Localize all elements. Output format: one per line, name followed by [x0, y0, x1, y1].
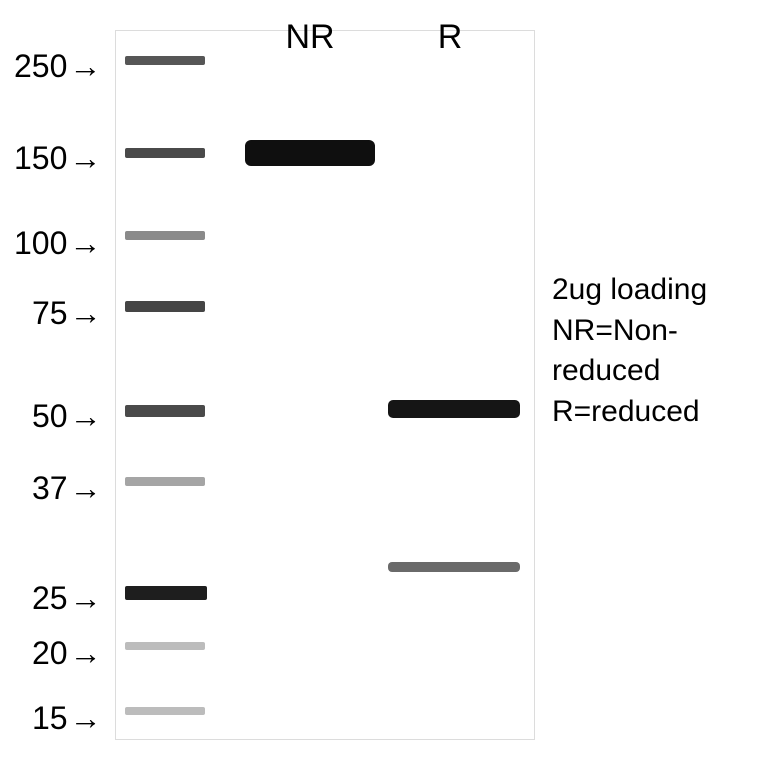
mw-value: 75 — [32, 295, 68, 332]
gel-figure: NR R 250 → 150 → 100 → 75 → 50 → 37 → 25… — [0, 0, 764, 764]
mw-label-75: 75 → — [32, 295, 102, 332]
mw-label-37: 37 → — [32, 470, 102, 507]
arrow-icon: → — [70, 398, 102, 435]
mw-value: 50 — [32, 398, 68, 435]
mw-value: 100 — [14, 225, 67, 262]
ladder-band-250 — [125, 56, 205, 65]
legend-line-2: NR=Non- — [552, 311, 707, 352]
lane-label-r: R — [428, 18, 472, 57]
arrow-icon: → — [69, 140, 101, 177]
lane-label-nr: NR — [280, 18, 340, 57]
mw-value: 250 — [14, 48, 67, 85]
gel-outline — [115, 30, 535, 740]
ladder-band-20 — [125, 642, 205, 650]
ladder-band-37 — [125, 477, 205, 486]
arrow-icon: → — [70, 580, 102, 617]
mw-label-50: 50 → — [32, 398, 102, 435]
mw-label-15: 15 → — [32, 700, 102, 737]
band-nr-150kda — [245, 140, 375, 166]
arrow-icon: → — [70, 635, 102, 672]
arrow-icon: → — [70, 295, 102, 332]
legend-line-4: R=reduced — [552, 392, 707, 433]
mw-label-250: 250 → — [14, 48, 101, 85]
mw-value: 150 — [14, 140, 67, 177]
ladder-band-50 — [125, 405, 205, 417]
ladder-band-75 — [125, 301, 205, 312]
mw-label-100: 100 → — [14, 225, 101, 262]
legend: 2ug loading NR=Non- reduced R=reduced — [552, 270, 707, 432]
mw-value: 20 — [32, 635, 68, 672]
mw-value: 37 — [32, 470, 68, 507]
ladder-band-100 — [125, 231, 205, 240]
mw-label-150: 150 → — [14, 140, 101, 177]
arrow-icon: → — [70, 700, 102, 737]
mw-value: 25 — [32, 580, 68, 617]
band-r-50kda — [388, 400, 520, 418]
arrow-icon: → — [70, 470, 102, 507]
legend-line-1: 2ug loading — [552, 270, 707, 311]
lane-label-r-text: R — [438, 18, 463, 56]
mw-value: 15 — [32, 700, 68, 737]
band-r-27kda — [388, 562, 520, 572]
arrow-icon: → — [69, 225, 101, 262]
ladder-band-150 — [125, 148, 205, 158]
ladder-band-25 — [125, 586, 207, 600]
ladder-band-15 — [125, 707, 205, 715]
mw-label-25: 25 → — [32, 580, 102, 617]
legend-line-3: reduced — [552, 351, 707, 392]
lane-label-nr-text: NR — [285, 18, 334, 56]
mw-label-20: 20 → — [32, 635, 102, 672]
arrow-icon: → — [69, 48, 101, 85]
